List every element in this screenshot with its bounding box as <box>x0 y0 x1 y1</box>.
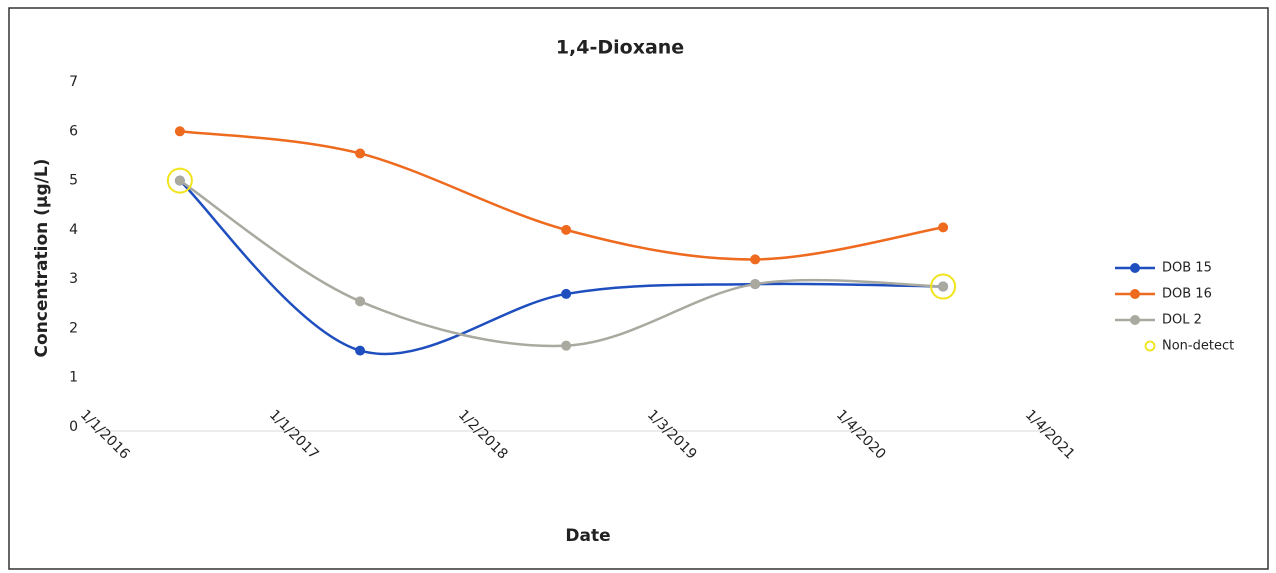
ring-marker <box>166 167 193 194</box>
y-tick-label: 4 <box>69 222 78 238</box>
y-tick-label: 6 <box>69 123 78 139</box>
point <box>355 345 366 356</box>
point <box>174 175 185 186</box>
point <box>174 126 185 137</box>
legend-label: Non-detect <box>1162 339 1234 354</box>
legend-label: DOB 15 <box>1162 261 1212 276</box>
point <box>938 222 949 233</box>
chart-title: 1,4-Dioxane <box>556 37 684 59</box>
legend-label: DOL 2 <box>1162 313 1202 328</box>
x-axis-label: Date <box>565 526 610 546</box>
legend-marker <box>1130 263 1140 273</box>
ring-marker <box>930 273 957 300</box>
point <box>561 288 572 299</box>
point <box>561 340 572 351</box>
point <box>355 148 366 159</box>
y-tick-label: 2 <box>69 320 78 336</box>
y-tick-label: 3 <box>69 271 78 287</box>
y-tick-label: 5 <box>69 173 78 189</box>
legend-marker <box>1144 340 1156 352</box>
point <box>750 254 761 265</box>
point <box>750 279 761 290</box>
legend-marker <box>1130 315 1140 325</box>
legend-marker <box>1130 289 1140 299</box>
y-tick-label: 0 <box>69 419 78 435</box>
y-tick-label: 1 <box>69 370 78 386</box>
y-axis-label: Concentration (µg/L) <box>32 159 52 358</box>
series-line <box>179 179 944 356</box>
point <box>561 224 572 235</box>
legend-label: DOB 16 <box>1162 287 1212 302</box>
chart-border <box>8 7 1269 570</box>
y-tick-label: 7 <box>69 74 78 90</box>
point <box>938 281 949 292</box>
point <box>355 296 366 307</box>
